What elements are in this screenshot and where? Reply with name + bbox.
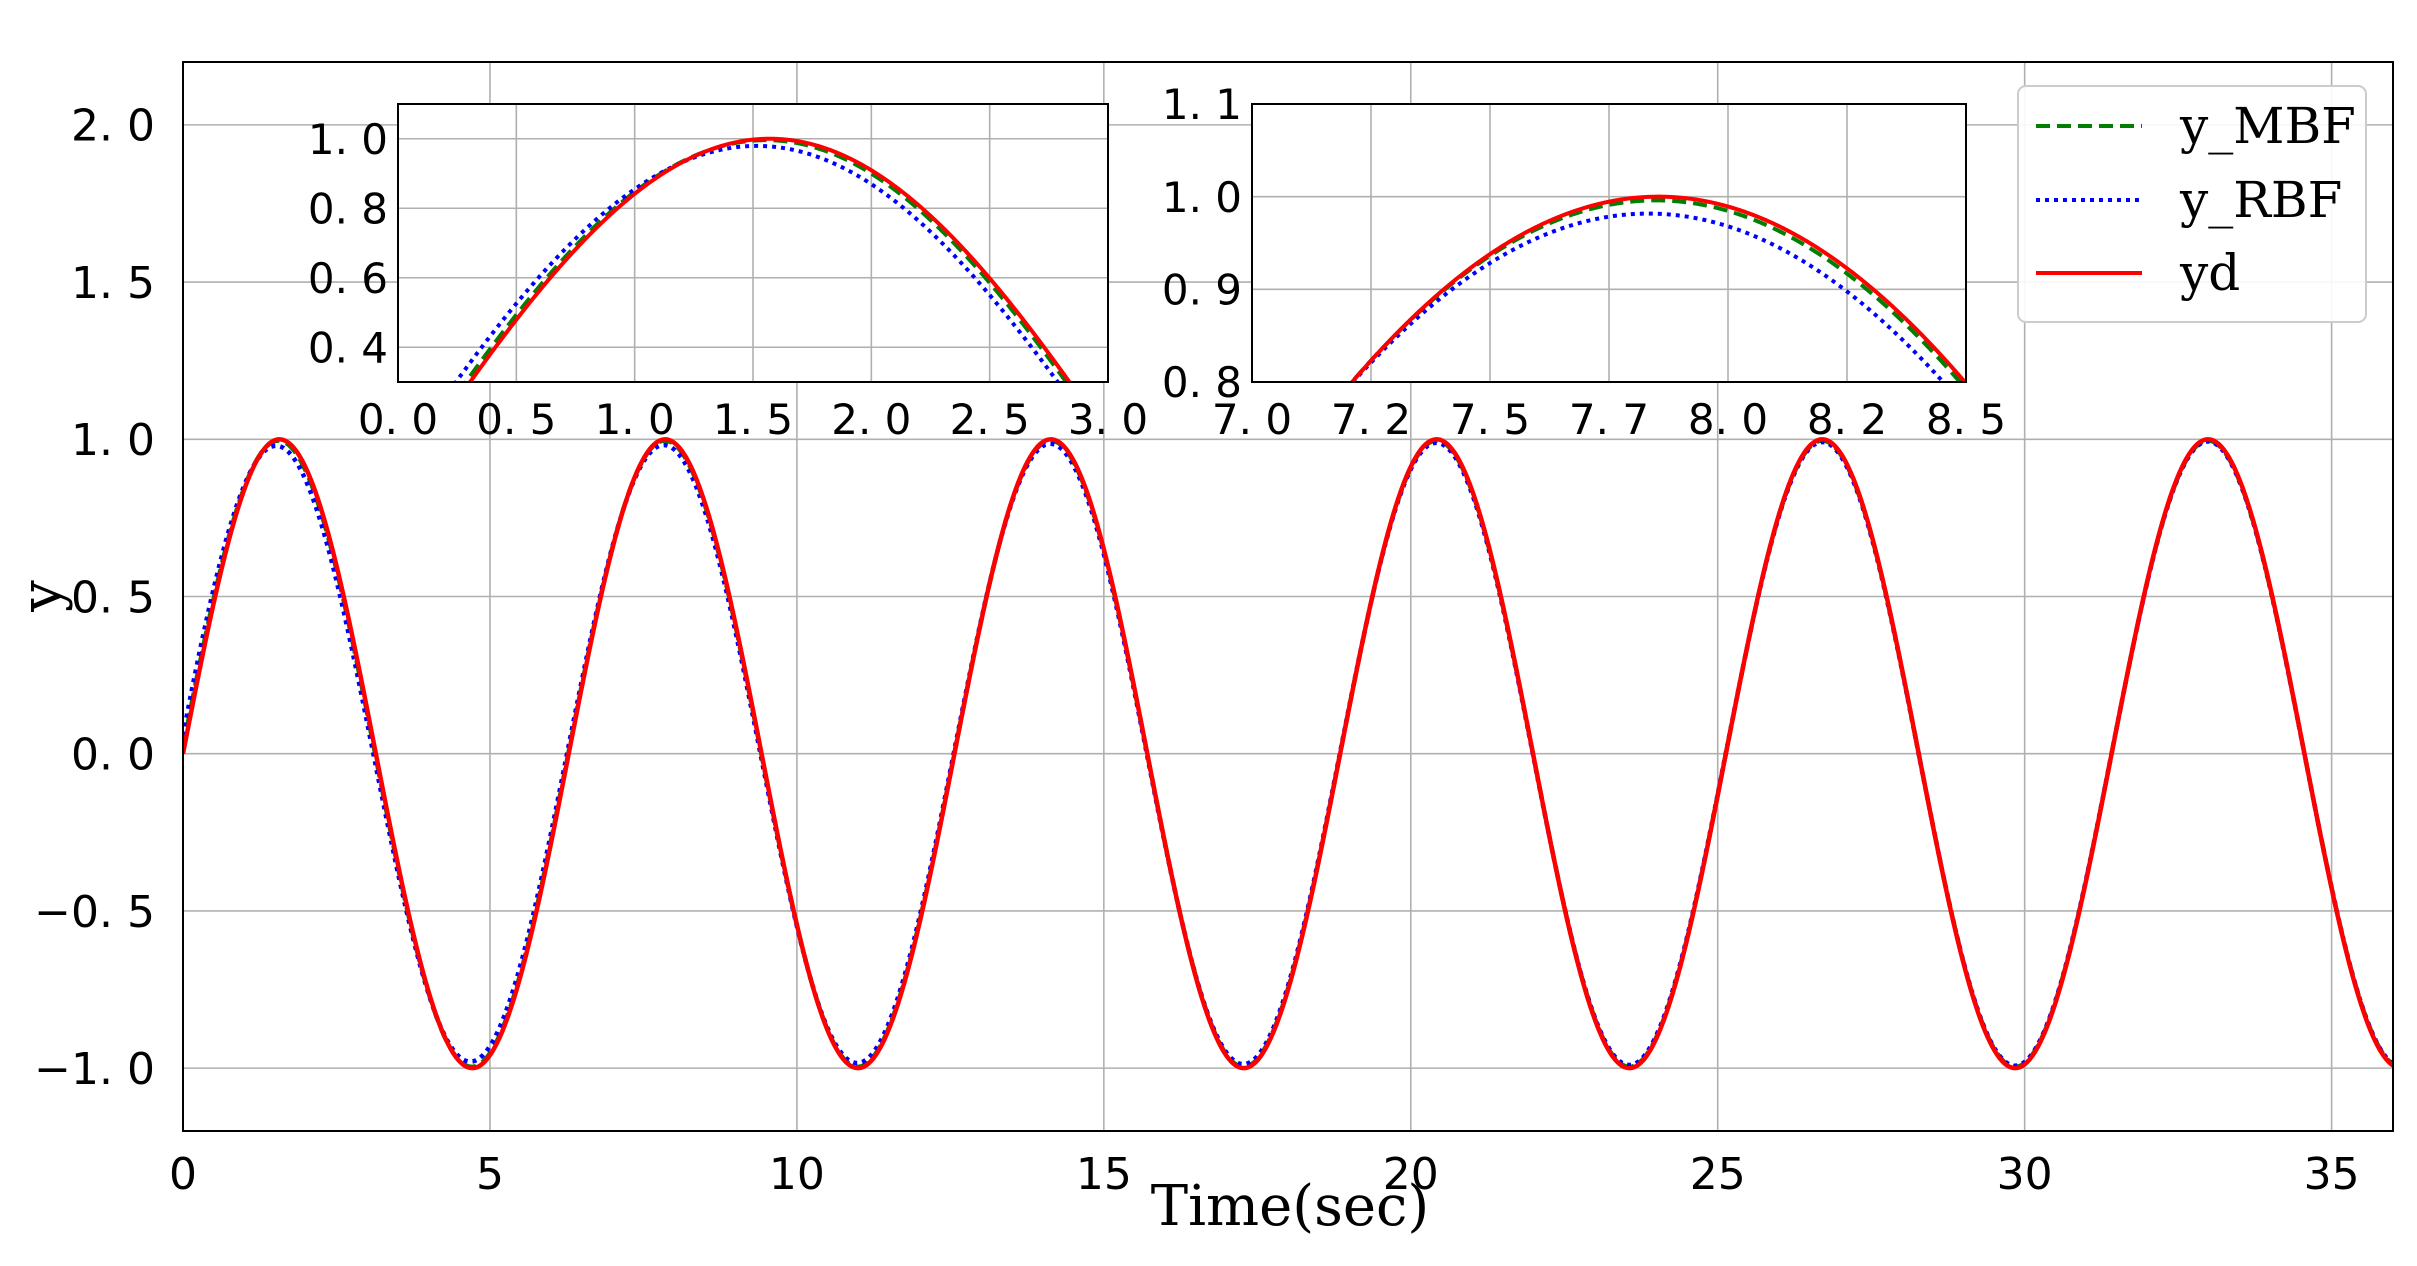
x-tick-label: 2. 0 <box>831 395 911 444</box>
x-tick-label: 1. 5 <box>713 395 793 444</box>
main-x-tick-labels: 0 5 10 15 20 25 30 35 <box>169 1149 2360 1200</box>
series-line-yd <box>1349 194 1966 382</box>
x-tick-label: 0. 5 <box>476 395 556 444</box>
main-series-lines <box>183 437 2393 1071</box>
inset-left-series-lines <box>453 136 1072 382</box>
inset-right-frame <box>1251 103 1967 383</box>
y-axis-title: y <box>9 580 74 613</box>
x-tick-label: 10 <box>769 1149 825 1200</box>
x-tick-label: 30 <box>1997 1149 2053 1200</box>
x-tick-label: 20 <box>1383 1149 1439 1200</box>
y-tick-label: 0. 5 <box>71 572 155 623</box>
legend-label-y-mbf: y_MBF <box>2179 97 2356 155</box>
y-tick-label: 2. 0 <box>71 101 155 152</box>
legend-label-yd: yd <box>2179 244 2240 302</box>
x-tick-label: 8. 5 <box>1926 395 2006 444</box>
y-tick-label: 1. 0 <box>1162 173 1242 222</box>
x-tick-label: 7. 2 <box>1331 395 1411 444</box>
y-tick-label: 1. 5 <box>71 258 155 309</box>
inset-right-axes: 7. 0 7. 2 7. 5 7. 7 8. 0 8. 2 8. 5 0. 8 0. 9 1. … <box>1162 80 2006 444</box>
x-tick-label: 7. 7 <box>1569 395 1649 444</box>
inset-right-x-tick-labels: 7. 0 7. 2 7. 5 7. 7 8. 0 8. 2 8. 5 <box>1212 395 2006 444</box>
x-tick-label: 7. 5 <box>1450 395 1530 444</box>
x-tick-label: 7. 0 <box>1212 395 1292 444</box>
x-tick-label: 3. 0 <box>1068 395 1148 444</box>
inset-left-frame <box>397 103 1109 383</box>
inset-right-series-lines <box>1349 194 1966 382</box>
y-tick-label: 1. 1 <box>1162 80 1242 129</box>
x-tick-label: 8. 2 <box>1807 395 1887 444</box>
x-tick-label: 0 <box>169 1149 197 1200</box>
y-tick-label: −0. 5 <box>34 887 155 938</box>
x-tick-label: 2. 5 <box>950 395 1030 444</box>
y-tick-label: −1. 0 <box>34 1044 155 1095</box>
y-tick-label: 0. 4 <box>308 323 388 372</box>
legend: y_MBF y_RBF yd <box>2017 85 2367 323</box>
x-tick-label: 5 <box>476 1149 504 1200</box>
y-tick-label: 0. 0 <box>71 730 155 781</box>
legend-box <box>2017 85 2367 323</box>
inset-left-y-tick-labels: 0. 4 0. 6 0. 8 1. 0 <box>308 115 388 373</box>
inset-right-y-tick-labels: 0. 8 0. 9 1. 0 1. 1 <box>1162 80 1242 407</box>
legend-label-y-rbf: y_RBF <box>2179 171 2342 229</box>
x-tick-label: 8. 0 <box>1688 395 1768 444</box>
y-tick-label: 0. 9 <box>1162 265 1242 314</box>
y-tick-label: 0. 8 <box>1162 358 1242 407</box>
x-axis-title: Time(sec) <box>1151 1174 1429 1239</box>
x-tick-label: 1. 0 <box>595 395 675 444</box>
y-tick-label: 1. 0 <box>71 415 155 466</box>
main-plot-frame <box>182 61 2394 1132</box>
y-tick-label: 1. 0 <box>308 115 388 164</box>
series-line-yd <box>183 437 2393 1071</box>
x-tick-label: 0. 0 <box>358 395 438 444</box>
inset-left-x-tick-labels: 0. 0 0. 5 1. 0 1. 5 2. 0 2. 5 3. 0 <box>358 395 1148 444</box>
series-line-y-rbf <box>453 143 1061 382</box>
x-tick-label: 25 <box>1690 1149 1746 1200</box>
inset-left-axes: 0. 0 0. 5 1. 0 1. 5 2. 0 2. 5 3. 0 0. 40. 60. … <box>308 103 1148 444</box>
main-y-tick-labels: −1. 0 −0. 5 0. 0 0. 5 1. 0 1. 5 2. 0 <box>34 101 155 1095</box>
y-tick-label: 0. 6 <box>308 254 388 303</box>
x-tick-label: 15 <box>1076 1149 1132 1200</box>
series-line-yd <box>467 136 1072 382</box>
y-tick-label: 0. 8 <box>308 184 388 233</box>
series-line-y-rbf <box>1350 211 1946 382</box>
x-tick-label: 35 <box>2304 1149 2360 1200</box>
